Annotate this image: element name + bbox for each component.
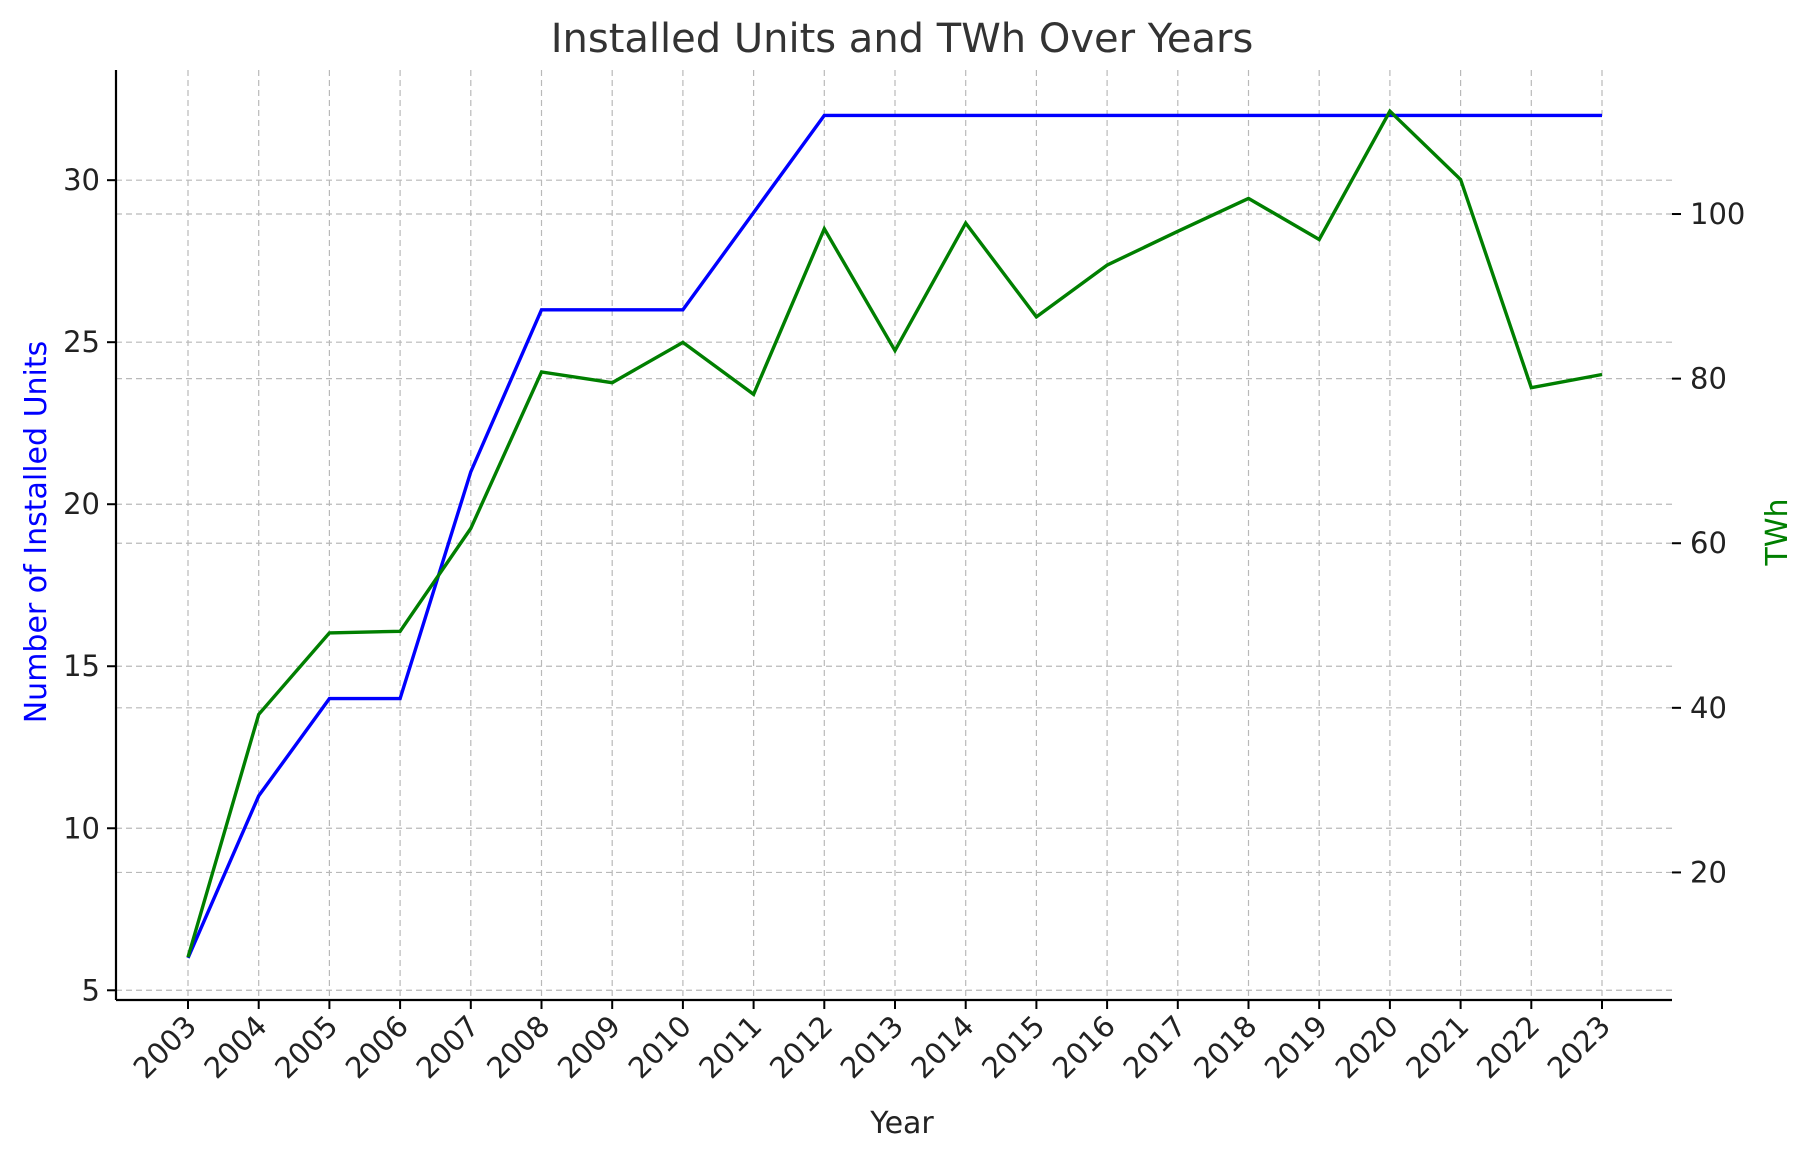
- y-right-tick-label: 40: [1690, 691, 1727, 725]
- y-left-tick-label: 25: [63, 325, 100, 359]
- series-lines: [186, 108, 1603, 959]
- y-axis-right-label: TWh: [1760, 498, 1795, 566]
- axes: [107, 70, 1681, 1009]
- y-right-tick-label: 80: [1690, 362, 1727, 396]
- y-left-tick-label: 15: [63, 649, 100, 683]
- y-right-tick-label: 100: [1690, 197, 1745, 231]
- x-axis-label: Year: [869, 1106, 934, 1141]
- y-left-tick-label: 10: [63, 811, 100, 845]
- y-left-tick-label: 20: [63, 487, 100, 521]
- y-left-tick-label: 30: [63, 163, 100, 197]
- chart-title: Installed Units and TWh Over Years: [551, 16, 1254, 62]
- y-right-tick-label: 20: [1690, 855, 1727, 889]
- series-line-installed-units: [186, 113, 1602, 959]
- y-axis-left-label: Number of Installed Units: [19, 341, 54, 724]
- series-line-twh: [186, 108, 1603, 958]
- y-right-tick-label: 60: [1690, 526, 1727, 560]
- y-left-tick-label: 5: [82, 973, 100, 1007]
